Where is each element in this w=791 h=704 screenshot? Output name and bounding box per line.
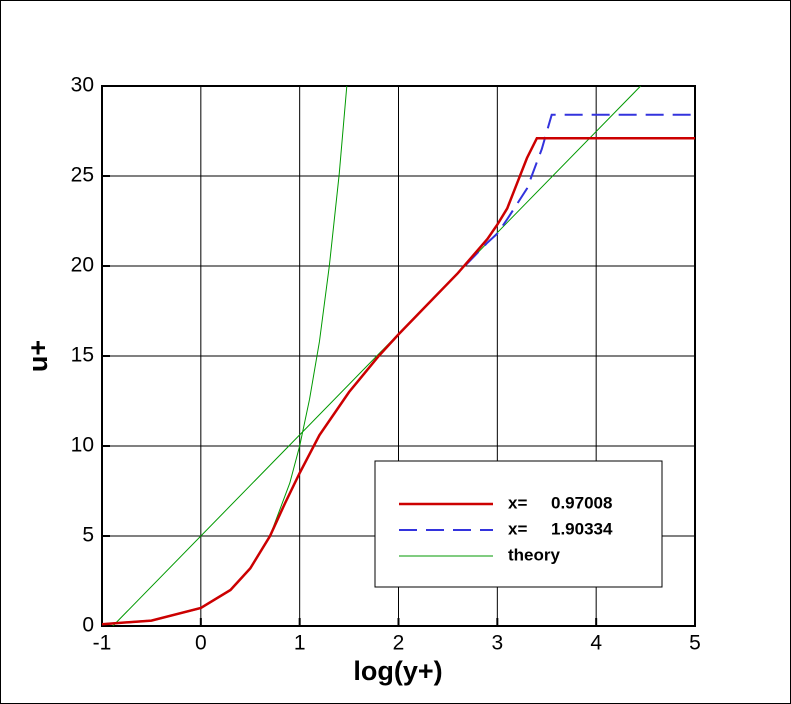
y-tick-label: 5 [82, 524, 94, 547]
x-tick-label: 5 [689, 632, 701, 655]
y-tick-label: 0 [82, 614, 94, 637]
x-tick-label: 3 [491, 632, 503, 655]
y-tick-label: 25 [71, 164, 94, 187]
series-line [102, 136, 695, 626]
legend-label: x= 0.97008 [508, 493, 612, 512]
y-tick-label: 30 [71, 74, 94, 97]
y-tick-label: 15 [71, 344, 94, 367]
y-tick-label: 10 [71, 434, 94, 457]
x-tick-label: 0 [195, 632, 207, 655]
y-tick-label: 20 [71, 254, 94, 277]
y-axis-title: u+ [23, 340, 53, 372]
legend-box [374, 460, 663, 588]
x-tick-label: 1 [294, 632, 306, 655]
plot-border [101, 85, 696, 627]
x-axis-title: log(y+) [353, 656, 442, 686]
x-tick-label: 2 [393, 632, 405, 655]
legend-label: theory [508, 545, 561, 564]
x-tick-label: 4 [590, 632, 602, 655]
x-tick-label: -1 [93, 632, 112, 655]
legend-label: x= 1.90334 [508, 519, 613, 538]
